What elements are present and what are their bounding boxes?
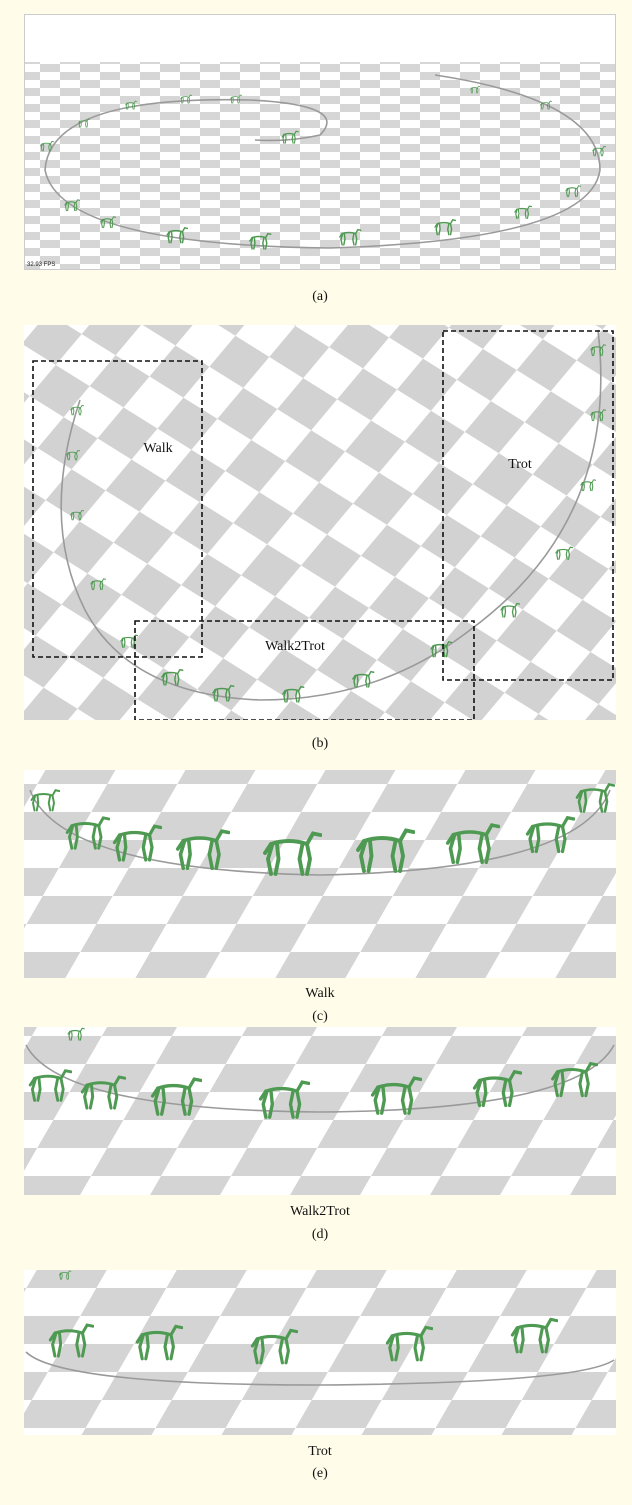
figure: 32.93 FPS (a) Walk Trot Walk2Trot (b) (0, 0, 632, 1505)
caption: (d) (312, 1227, 329, 1242)
panel-title: Walk2Trot (290, 1204, 350, 1219)
panel-title: Trot (308, 1444, 332, 1459)
caption: (a) (312, 289, 328, 304)
region-label: Walk2Trot (265, 639, 325, 654)
panel-a: 32.93 FPS (24, 14, 616, 270)
panel-b: Walk Trot Walk2Trot (24, 325, 616, 720)
caption: (b) (312, 736, 329, 751)
region-label: Trot (508, 457, 532, 472)
caption: (e) (312, 1466, 328, 1481)
panel-d (24, 1027, 616, 1195)
panel-e (24, 1270, 616, 1435)
caption: (c) (312, 1009, 328, 1024)
fps-label: 32.93 FPS (27, 262, 55, 268)
panel-c (24, 770, 616, 978)
region-label: Walk (143, 441, 172, 456)
panel-title: Walk (305, 986, 334, 1001)
